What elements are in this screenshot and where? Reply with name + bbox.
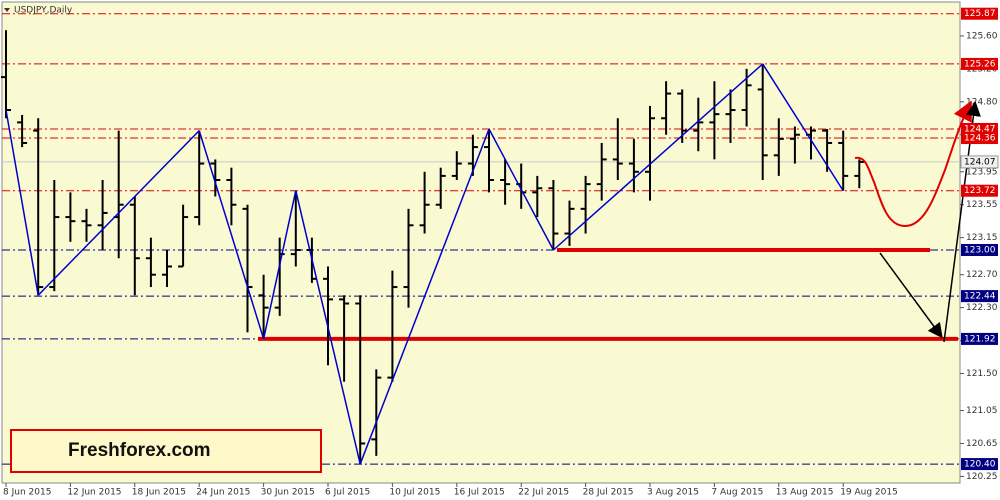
zigzag-segment: [198, 130, 265, 340]
zigzag-segment: [359, 128, 490, 465]
plot-area: [1, 1, 961, 484]
zigzag-segment: [762, 63, 844, 192]
y-tick-label: 123.15: [966, 233, 998, 243]
forecast-curve: [854, 100, 972, 228]
zigzag-segment: [5, 109, 39, 296]
watermark: Freshforex.com: [68, 440, 211, 461]
chart-title: USDJPY,Daily: [14, 6, 73, 16]
x-tick-label: 28 Jul 2015: [583, 488, 634, 498]
x-tick-label: 12 Jun 2015: [67, 488, 121, 498]
x-tick-label: 13 Aug 2015: [776, 488, 834, 498]
x-tick-label: 8 Jun 2015: [3, 488, 51, 498]
level-label: 120.40: [964, 460, 996, 470]
level-label-box: [961, 7, 998, 20]
y-tick-label: 120.65: [966, 439, 998, 449]
y-tick-label: 122.70: [966, 270, 998, 280]
x-tick-label: 19 Aug 2015: [840, 488, 898, 498]
level-label: 125.87: [964, 9, 996, 19]
level-label: 124.36: [964, 134, 996, 144]
x-tick-label: 6 Jul 2015: [325, 488, 370, 498]
x-tick-label: 24 Jun 2015: [196, 488, 250, 498]
zigzag-segment: [488, 128, 555, 251]
level-label: 125.26: [964, 59, 996, 69]
x-tick-label: 16 Jul 2015: [454, 488, 505, 498]
y-tick-label: 123.55: [966, 200, 998, 210]
x-tick-label: 10 Jul 2015: [389, 488, 440, 498]
zigzag-segment: [295, 190, 361, 465]
level-label-box: [961, 184, 998, 197]
menu-icon: [4, 8, 10, 12]
y-tick-label: 125.60: [966, 31, 998, 41]
watermark-box: [10, 429, 322, 473]
level-label-box: [961, 332, 998, 345]
level-label-box: [961, 57, 998, 70]
y-tick-label: 121.05: [966, 406, 998, 416]
zigzag-segment: [262, 190, 297, 340]
level-label-box: [961, 243, 998, 256]
level-label-box: [961, 458, 998, 471]
level-label: 122.44: [964, 292, 996, 302]
y-tick-label: 123.95: [966, 167, 998, 177]
y-tick-label: 124.80: [966, 97, 998, 107]
level-label: 123.00: [964, 245, 996, 255]
forecast-arrow: [879, 252, 943, 339]
level-label: 123.72: [964, 186, 996, 196]
y-tick-label: 121.50: [966, 369, 998, 379]
level-label-box: [961, 290, 998, 303]
level-label: 124.47: [964, 124, 996, 134]
level-label-box: [961, 132, 998, 145]
y-tick-label: 122.30: [966, 303, 998, 313]
zigzag-segment: [37, 130, 200, 296]
level-label: 124.07: [964, 157, 996, 167]
y-tick-label: 120.25: [966, 472, 998, 482]
level-label-box: [961, 122, 998, 135]
x-tick-label: 3 Aug 2015: [647, 488, 699, 498]
x-tick-label: 22 Jul 2015: [518, 488, 569, 498]
x-tick-label: 30 Jun 2015: [261, 488, 315, 498]
level-label: 121.92: [964, 334, 996, 344]
zigzag-segment: [552, 63, 764, 251]
x-tick-label: 18 Jun 2015: [132, 488, 186, 498]
x-tick-label: 7 Aug 2015: [711, 488, 763, 498]
level-label-box: [960, 155, 999, 169]
